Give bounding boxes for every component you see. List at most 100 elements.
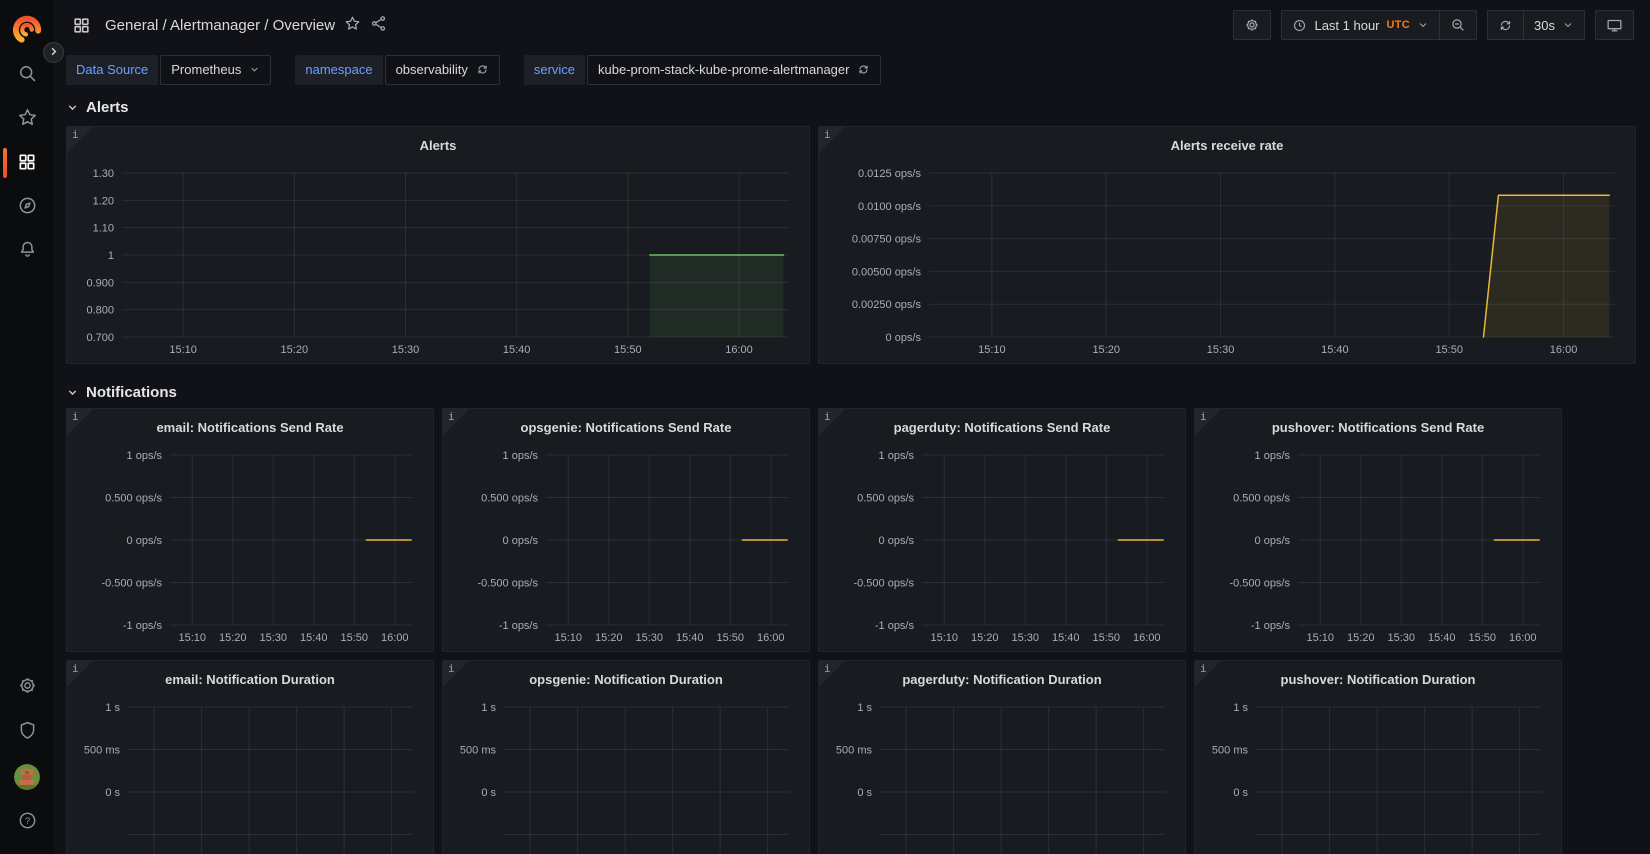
section-header-notifications[interactable]: Notifications (54, 381, 1650, 403)
panel-title[interactable]: email: Notifications Send Rate (156, 419, 344, 435)
svg-text:15:20: 15:20 (1092, 344, 1120, 356)
panel-title[interactable]: opsgenie: Notification Duration (529, 671, 723, 687)
panel-info-icon[interactable]: i (1195, 661, 1221, 687)
svg-text:15:40: 15:40 (1428, 632, 1456, 644)
panel-pushover-duration: i pushover: Notification Duration 15:101… (1194, 660, 1562, 854)
svg-text:1 ops/s: 1 ops/s (879, 450, 915, 462)
variable-namespace: namespace observability (295, 54, 500, 85)
svg-text:0.500 ops/s: 0.500 ops/s (1233, 493, 1290, 505)
panel-pagerduty-send-rate: i pagerduty: Notifications Send Rate 15:… (818, 408, 1186, 652)
panel-info-icon[interactable]: i (443, 661, 469, 687)
svg-text:-1 ops/s: -1 ops/s (499, 620, 539, 632)
time-series-chart[interactable]: 15:10 15:20 15:30 15:40 15:50 16:00 1 ops/s 0.5… (1201, 443, 1555, 647)
variable-service: service kube-prom-stack-kube-prome-alert… (523, 54, 882, 85)
sidebar-item-dashboards[interactable] (3, 147, 45, 179)
panel-info-icon[interactable]: i (1195, 409, 1221, 435)
info-glyph: i (824, 128, 831, 141)
time-range-picker[interactable]: Last 1 hour UTC (1282, 11, 1439, 39)
svg-text:0 s: 0 s (105, 787, 120, 799)
info-glyph: i (824, 662, 831, 675)
time-series-chart[interactable]: 15:10 15:20 15:30 15:40 15:50 16:00 1 ops/s 0.5… (449, 443, 803, 647)
time-series-chart[interactable]: 15:10 15:20 15:30 15:40 15:50 16:00 0.0125 ops… (825, 161, 1629, 359)
kiosk-mode-button[interactable] (1596, 11, 1633, 39)
star-dashboard-button[interactable] (339, 12, 365, 38)
svg-text:15:30: 15:30 (1388, 632, 1416, 644)
breadcrumb-title[interactable]: General / Alertmanager / Overview (105, 16, 336, 34)
panel-title[interactable]: pushover: Notification Duration (1280, 671, 1476, 687)
time-series-chart[interactable]: 15:10 15:20 15:30 15:40 15:50 16:00 1 ops/s 0.5… (73, 443, 427, 647)
svg-text:15:50: 15:50 (717, 632, 745, 644)
svg-text:16:00: 16:00 (1509, 632, 1537, 644)
panel-info-icon[interactable]: i (819, 661, 845, 687)
time-range-label: Last 1 hour (1314, 17, 1380, 33)
sidebar-item-user-profile[interactable] (9, 761, 45, 793)
zoom-out-button[interactable] (1439, 11, 1476, 39)
svg-text:15:50: 15:50 (1435, 344, 1463, 356)
svg-text:1.20: 1.20 (93, 195, 114, 207)
variable-namespace-selected: observability (395, 62, 468, 77)
panel-info-icon[interactable]: i (443, 409, 469, 435)
sidebar-item-explore[interactable] (9, 191, 45, 223)
svg-text:1.30: 1.30 (93, 168, 114, 180)
grafana-logo[interactable] (10, 11, 44, 45)
variable-label-service[interactable]: service (523, 54, 586, 85)
svg-text:0 ops/s: 0 ops/s (503, 535, 539, 547)
share-dashboard-button[interactable] (365, 12, 391, 38)
chevron-down-icon (1562, 19, 1574, 31)
panel-info-icon[interactable]: i (67, 127, 93, 153)
svg-text:0.00250 ops/s: 0.00250 ops/s (852, 299, 922, 311)
sidebar-item-server-admin[interactable] (9, 716, 45, 748)
svg-text:15:10: 15:10 (978, 344, 1006, 356)
variable-label-namespace[interactable]: namespace (295, 54, 383, 85)
variable-value-service[interactable]: kube-prom-stack-kube-prome-alertmanager (587, 54, 882, 85)
info-glyph: i (448, 662, 455, 675)
svg-text:-0.500 ops/s: -0.500 ops/s (477, 578, 538, 590)
time-series-chart[interactable]: 15:10 15:20 15:30 15:40 15:50 16:00 1.30 1.20 1.… (73, 161, 803, 359)
sidebar-item-starred[interactable] (9, 103, 45, 135)
panel-info-icon[interactable]: i (67, 409, 93, 435)
svg-text:1 s: 1 s (1233, 702, 1248, 714)
panel-title[interactable]: email: Notification Duration (165, 671, 335, 687)
panel-title[interactable]: pushover: Notifications Send Rate (1271, 419, 1485, 435)
svg-text:?: ? (24, 816, 29, 826)
svg-text:500 ms: 500 ms (1212, 745, 1249, 757)
panel-title[interactable]: pagerduty: Notification Duration (902, 671, 1102, 687)
sidebar-item-configuration[interactable] (9, 671, 45, 703)
panel-info-icon[interactable]: i (67, 661, 93, 687)
refresh-interval-select[interactable]: 30s (1523, 11, 1584, 39)
svg-text:15:30: 15:30 (636, 632, 664, 644)
panel-title[interactable]: opsgenie: Notifications Send Rate (520, 419, 732, 435)
main-area: General / Alertmanager / Overview (54, 0, 1650, 854)
panel-title[interactable]: Alerts (419, 137, 457, 153)
svg-text:0.00500 ops/s: 0.00500 ops/s (852, 266, 922, 278)
refresh-button[interactable] (1488, 11, 1523, 39)
sidebar-item-alerting[interactable] (9, 235, 45, 267)
svg-text:0 ops/s: 0 ops/s (1255, 535, 1291, 547)
shield-icon (17, 720, 38, 744)
panel-alerts-receive-rate: i Alerts receive rate 15:10 15:20 15:30 15:… (818, 126, 1636, 364)
sidebar-item-search[interactable] (9, 59, 45, 91)
svg-text:15:10: 15:10 (555, 632, 583, 644)
panel-email-send-rate: i email: Notifications Send Rate 15:10 15… (66, 408, 434, 652)
variable-value-namespace[interactable]: observability (384, 54, 500, 85)
svg-text:15:50: 15:50 (341, 632, 369, 644)
svg-text:1: 1 (108, 250, 114, 262)
panel-title[interactable]: Alerts receive rate (1170, 137, 1284, 153)
sidebar-item-help[interactable]: ? (9, 806, 45, 838)
svg-text:15:40: 15:40 (300, 632, 328, 644)
sidebar-expand-button[interactable] (43, 42, 64, 63)
dashboard-settings-button[interactable] (1234, 11, 1270, 39)
variable-label-datasource[interactable]: Data Source (66, 54, 159, 85)
section-header-alerts[interactable]: Alerts (54, 96, 1650, 118)
variable-value-datasource[interactable]: Prometheus (160, 54, 272, 85)
panel-info-icon[interactable]: i (819, 409, 845, 435)
gear-icon (1244, 17, 1260, 33)
panel-info-icon[interactable]: i (819, 127, 845, 153)
panel-title[interactable]: pagerduty: Notifications Send Rate (893, 419, 1111, 435)
time-series-chart[interactable]: 15:10 15:20 15:30 15:40 15:50 16:00 1 ops/s 0.5… (825, 443, 1179, 647)
